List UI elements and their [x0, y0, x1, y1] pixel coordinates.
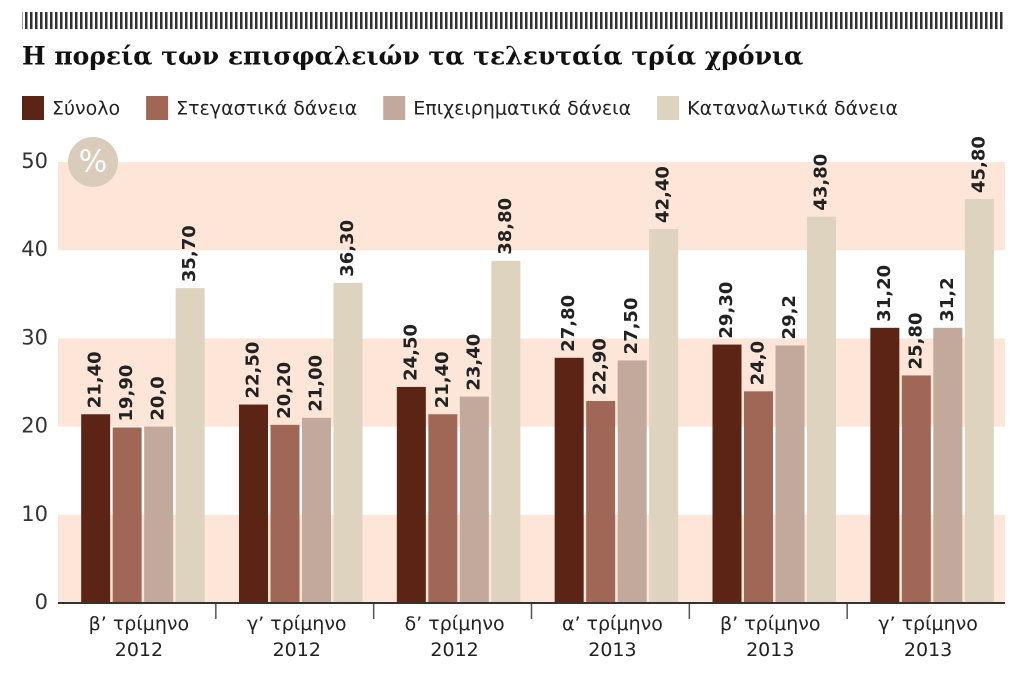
x-tick-label: 2013: [746, 639, 794, 661]
grid-band: [58, 162, 1005, 251]
grid-band: [58, 338, 1005, 427]
value-label: 35,70: [179, 225, 200, 282]
y-tick-label: 20: [21, 414, 48, 438]
value-label: 20,0: [148, 376, 169, 420]
bar: [554, 357, 584, 603]
value-label: 25,80: [905, 313, 926, 370]
bar: [712, 344, 742, 603]
bar: [744, 391, 773, 603]
x-tick-label: 2012: [273, 639, 321, 661]
value-label: 22,50: [243, 342, 264, 399]
value-label: 21,40: [85, 351, 106, 408]
unit-badge: [68, 137, 118, 187]
bar: [333, 282, 363, 603]
value-label: 29,2: [779, 295, 800, 339]
value-label: 31,2: [937, 277, 958, 321]
x-tick-label: α’ τρίμηνο: [562, 613, 663, 635]
x-tick-label: δ’ τρίμηνο: [405, 613, 505, 635]
value-label: 20,20: [274, 362, 295, 419]
x-tick-label: β’ τρίμηνο: [720, 613, 821, 635]
bar: [807, 216, 836, 603]
legend-swatch: [657, 96, 680, 120]
bar: [964, 199, 994, 603]
value-label: 21,00: [306, 355, 327, 412]
x-tick-label: 2013: [588, 639, 636, 661]
legend-label: Στεγαστικά δάνεια: [176, 98, 357, 120]
legend-swatch: [383, 96, 406, 120]
value-label: 27,50: [621, 298, 642, 355]
y-tick-label: 30: [21, 325, 48, 349]
bar: [617, 360, 647, 603]
bar: [144, 426, 174, 603]
value-label: 27,80: [558, 295, 579, 352]
value-label: 19,90: [116, 365, 137, 422]
x-tick-label: 2012: [115, 639, 163, 661]
unit-label: %: [79, 145, 108, 180]
bar: [586, 401, 616, 603]
bar: [428, 414, 458, 603]
value-label: 24,0: [748, 341, 769, 385]
y-tick-label: 0: [35, 590, 48, 614]
value-label: 31,20: [874, 265, 895, 322]
bar: [81, 414, 111, 603]
legend: Σύνολο Στεγαστικά δάνεια Επιχειρηματικά δά…: [22, 96, 898, 120]
y-tick-label: 10: [21, 502, 48, 526]
value-label: 23,40: [463, 334, 484, 391]
y-tick-label: 50: [21, 149, 48, 173]
bar: [270, 424, 300, 603]
y-tick-label: 40: [21, 237, 48, 261]
bar: [491, 260, 521, 603]
x-tick-label: 2013: [904, 639, 952, 661]
grid-band: [58, 514, 1005, 603]
legend-swatch: [22, 96, 44, 120]
value-label: 21,40: [432, 351, 453, 408]
bar: [459, 396, 489, 603]
x-tick-label: 2012: [430, 639, 478, 661]
bar: [901, 375, 931, 603]
value-label: 29,30: [716, 282, 737, 339]
value-label: 43,80: [811, 154, 832, 211]
bar: [302, 417, 331, 603]
value-label: 24,50: [400, 324, 421, 381]
value-label: 42,40: [653, 166, 674, 223]
chart-title: Η πορεία των επισφαλειών τα τελευταία τρ…: [22, 42, 803, 71]
plot: 0 10 20 30 40 50 % 21,40 19,90 20,0 35,70 β’ τρίμην…: [21, 136, 1005, 661]
value-label: 45,80: [968, 136, 989, 193]
legend-label: Σύνολο: [52, 98, 120, 120]
bar: [649, 229, 679, 604]
value-label: 36,30: [337, 220, 358, 277]
value-label: 22,90: [590, 338, 611, 395]
bar: [175, 288, 205, 603]
x-tick-label: β’ τρίμηνο: [89, 613, 190, 635]
value-label: 38,80: [495, 198, 516, 255]
bar: [239, 404, 268, 603]
bar: [775, 345, 805, 603]
x-tick-label: γ’ τρίμηνο: [247, 613, 347, 635]
decor-stripes: [22, 12, 1004, 29]
legend-label: Επιχειρηματικά δάνεια: [413, 98, 631, 120]
bar: [396, 386, 426, 603]
legend-label: Καταναλωτικά δάνεια: [687, 98, 898, 120]
bar: [112, 427, 142, 603]
bar: [933, 327, 963, 603]
x-tick-label: γ’ τρίμηνο: [878, 613, 978, 635]
legend-swatch: [146, 96, 169, 120]
bar: [870, 327, 900, 603]
